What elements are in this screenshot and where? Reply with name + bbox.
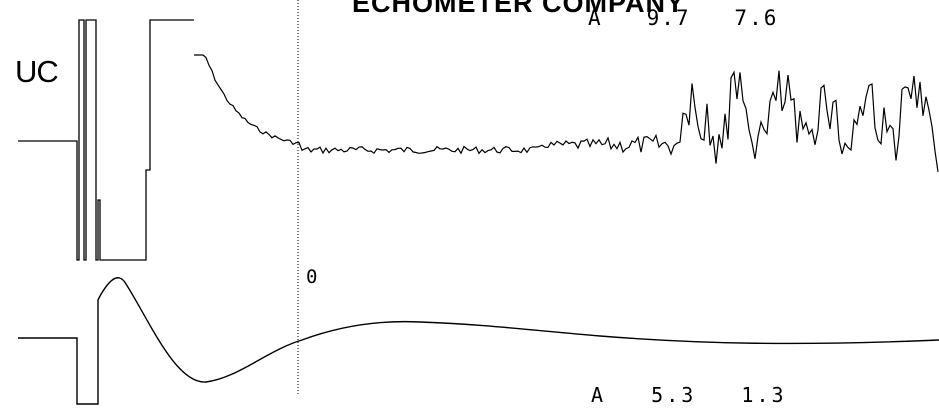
upper-trace-signal [194,54,939,172]
lower-readout: A 5.3 1.3 [591,383,787,407]
upper-trace-pulse [18,19,194,261]
marker-label: 0 [306,266,318,288]
lower-trace [18,277,939,405]
app-title: ECHOMETER COMPANY [352,0,686,18]
upper-readout: A 9.7 7.6 [588,6,779,30]
channel-label-uc: UC [15,54,59,89]
